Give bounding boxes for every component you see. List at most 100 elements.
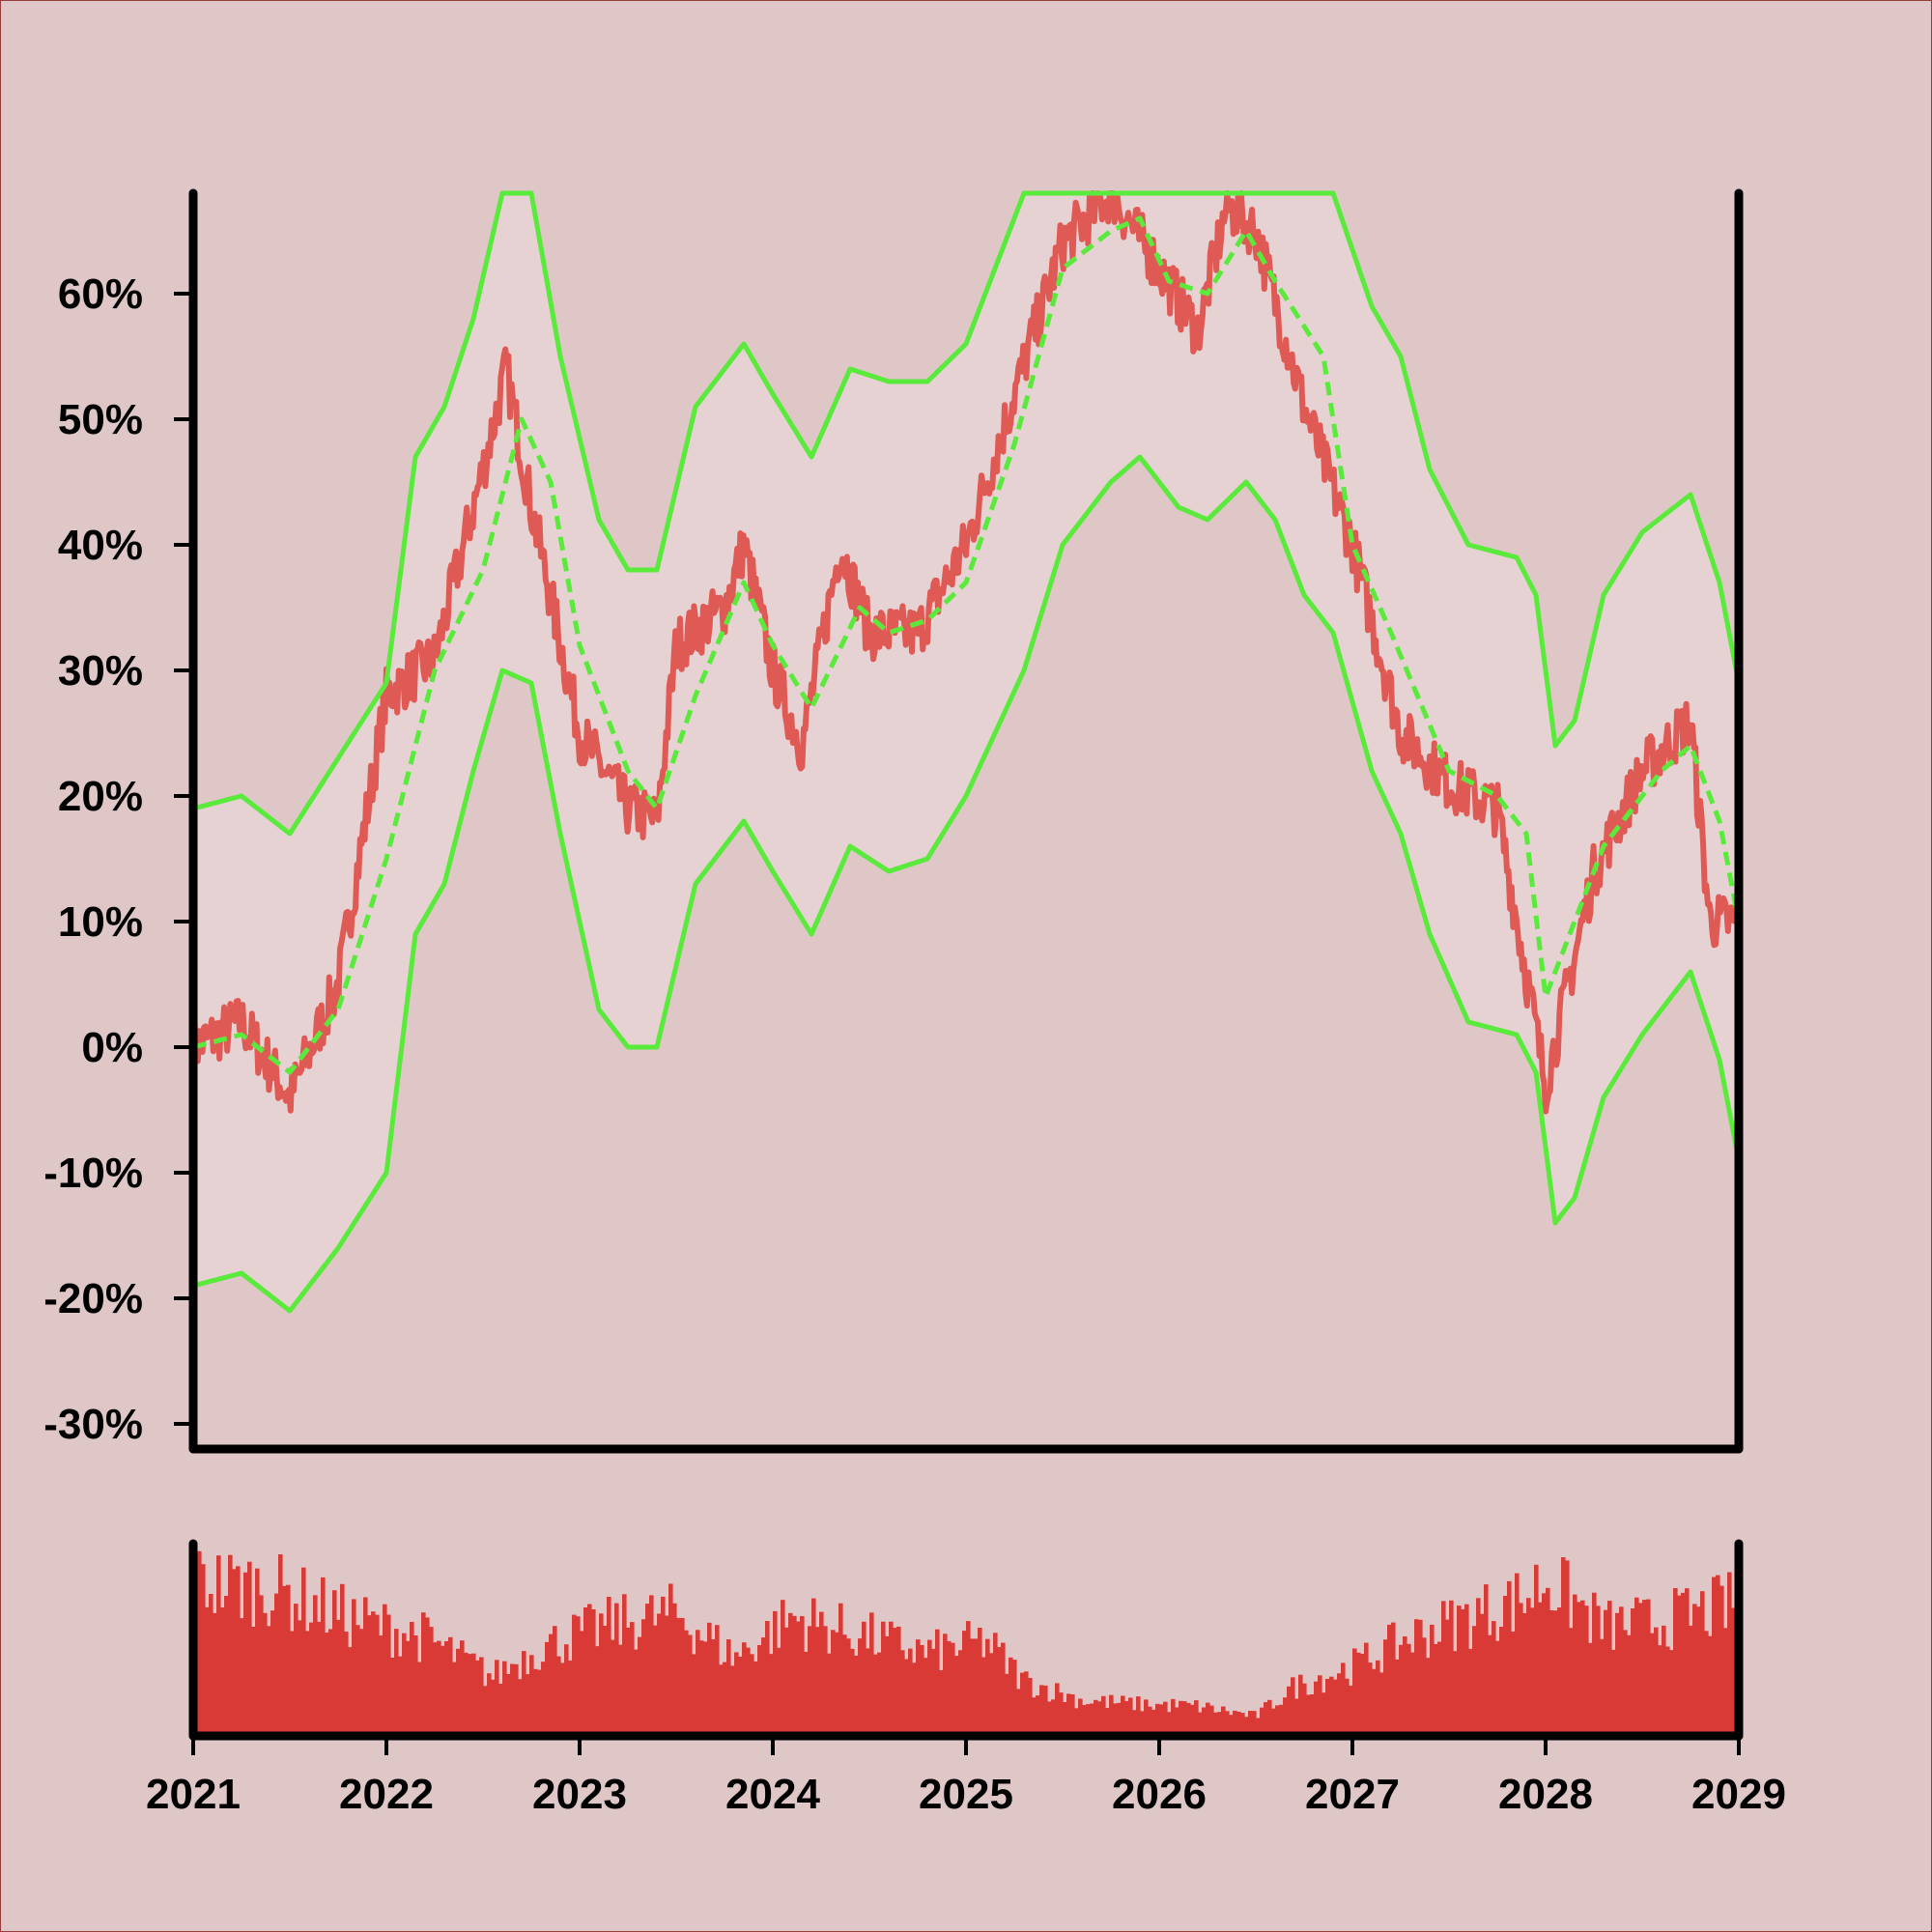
lower-band-line: [192, 454, 1742, 1314]
volume-bar: [1140, 1711, 1145, 1736]
volume-bar: [1105, 1708, 1110, 1736]
volume-bar: [881, 1621, 886, 1736]
volume-bar: [835, 1632, 839, 1736]
volume-bar: [630, 1622, 635, 1736]
volume-bar: [460, 1640, 465, 1736]
volume-bar: [954, 1656, 959, 1736]
volume-bar: [352, 1599, 356, 1736]
volume-bar: [259, 1595, 264, 1736]
volume-bar: [1086, 1704, 1091, 1736]
volume-bar: [309, 1622, 314, 1736]
volume-bar: [1213, 1712, 1218, 1736]
x-tick-label: 2029: [1691, 1771, 1786, 1818]
volume-bar: [216, 1555, 221, 1736]
volume-bar: [1206, 1702, 1210, 1736]
volume-bar: [1534, 1564, 1539, 1736]
volume-bar: [1437, 1641, 1442, 1736]
volume-bar: [305, 1631, 310, 1736]
volume-bar: [1082, 1705, 1087, 1736]
volume-bar: [371, 1611, 376, 1736]
volume-bar: [1519, 1603, 1523, 1736]
volume-bar: [1055, 1683, 1060, 1736]
volume-bar: [784, 1627, 789, 1736]
volume-bar: [1627, 1634, 1632, 1736]
volume-bar: [363, 1597, 368, 1736]
volume-bar: [1202, 1707, 1207, 1736]
volume-bar: [1561, 1557, 1566, 1736]
volume-bar: [1009, 1657, 1013, 1736]
volume-bar: [529, 1655, 534, 1736]
volume-bar: [572, 1614, 577, 1736]
volume-bar: [1592, 1592, 1597, 1736]
volume-bar: [668, 1583, 673, 1736]
volume-bar: [549, 1634, 554, 1736]
volume-bar: [348, 1647, 353, 1736]
x-tick-label: 2025: [919, 1771, 1013, 1818]
x-tick-label: 2023: [532, 1771, 627, 1818]
volume-bar: [379, 1635, 384, 1736]
volume-bar: [1240, 1713, 1245, 1736]
volume-bar: [1028, 1678, 1033, 1736]
volume-bar: [1499, 1627, 1504, 1736]
volume-bar: [1318, 1675, 1322, 1736]
volume-bar: [978, 1628, 982, 1736]
volume-bar: [1646, 1599, 1651, 1736]
volume-bar: [1148, 1706, 1152, 1736]
volume-bar: [1584, 1605, 1589, 1736]
volume-bar: [1005, 1673, 1009, 1736]
volume-bar: [1642, 1600, 1647, 1736]
volume-bar: [1387, 1624, 1392, 1736]
volume-bar: [1604, 1609, 1608, 1736]
volume-bar: [611, 1639, 615, 1736]
volume-bar: [1078, 1698, 1083, 1736]
volume-bar: [506, 1674, 511, 1736]
volume-bar: [846, 1638, 851, 1736]
volume-bar: [1109, 1694, 1114, 1736]
volume-bar: [1236, 1712, 1241, 1736]
volume-bar: [545, 1641, 550, 1736]
volume-bar: [255, 1568, 260, 1736]
volume-bar: [1314, 1681, 1319, 1736]
volume-bar: [1221, 1706, 1226, 1736]
volume-bar: [425, 1617, 430, 1736]
volume-bar: [301, 1567, 306, 1736]
volume-bar: [831, 1630, 836, 1736]
volume-bar: [1399, 1644, 1404, 1736]
volume-bar: [390, 1658, 395, 1736]
volume-bar: [970, 1638, 975, 1736]
volume-bar: [823, 1626, 828, 1736]
volume-bar: [746, 1647, 751, 1736]
volume-bar: [410, 1622, 414, 1736]
volume-bar: [618, 1644, 623, 1736]
volume-bar: [1716, 1575, 1720, 1736]
volume-bar: [1229, 1715, 1234, 1736]
volume-bar: [475, 1660, 480, 1736]
volume-bar: [1376, 1660, 1380, 1736]
volume-bar: [1155, 1703, 1160, 1736]
volume-bar: [707, 1622, 712, 1736]
volume-bar: [1700, 1591, 1705, 1736]
volume-bar: [263, 1612, 268, 1736]
y-tick-label: 10%: [58, 898, 143, 946]
upper-band-line: [192, 190, 1742, 837]
volume-bar: [367, 1615, 372, 1736]
volume-bar: [1341, 1662, 1346, 1736]
volume-bar: [804, 1651, 809, 1736]
volume-bar: [1012, 1660, 1017, 1736]
volume-bar: [286, 1584, 291, 1736]
volume-bar: [526, 1674, 530, 1736]
volume-bar: [753, 1661, 758, 1736]
volume-bar: [437, 1640, 441, 1736]
volume-bar: [765, 1621, 770, 1736]
volume-bar: [1121, 1695, 1125, 1736]
volume-bar: [591, 1609, 596, 1736]
volume-bar: [777, 1647, 781, 1736]
volume-bar: [680, 1618, 685, 1736]
volume-bar: [1298, 1674, 1303, 1736]
volume-bar: [479, 1657, 484, 1736]
volume-bar: [1043, 1685, 1048, 1736]
volume-bar: [935, 1629, 940, 1736]
volume-bar: [487, 1673, 492, 1736]
volume-bar: [429, 1627, 434, 1736]
volume-bar: [1577, 1602, 1581, 1736]
